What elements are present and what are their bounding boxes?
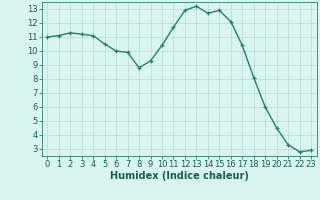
X-axis label: Humidex (Indice chaleur): Humidex (Indice chaleur) xyxy=(110,171,249,181)
